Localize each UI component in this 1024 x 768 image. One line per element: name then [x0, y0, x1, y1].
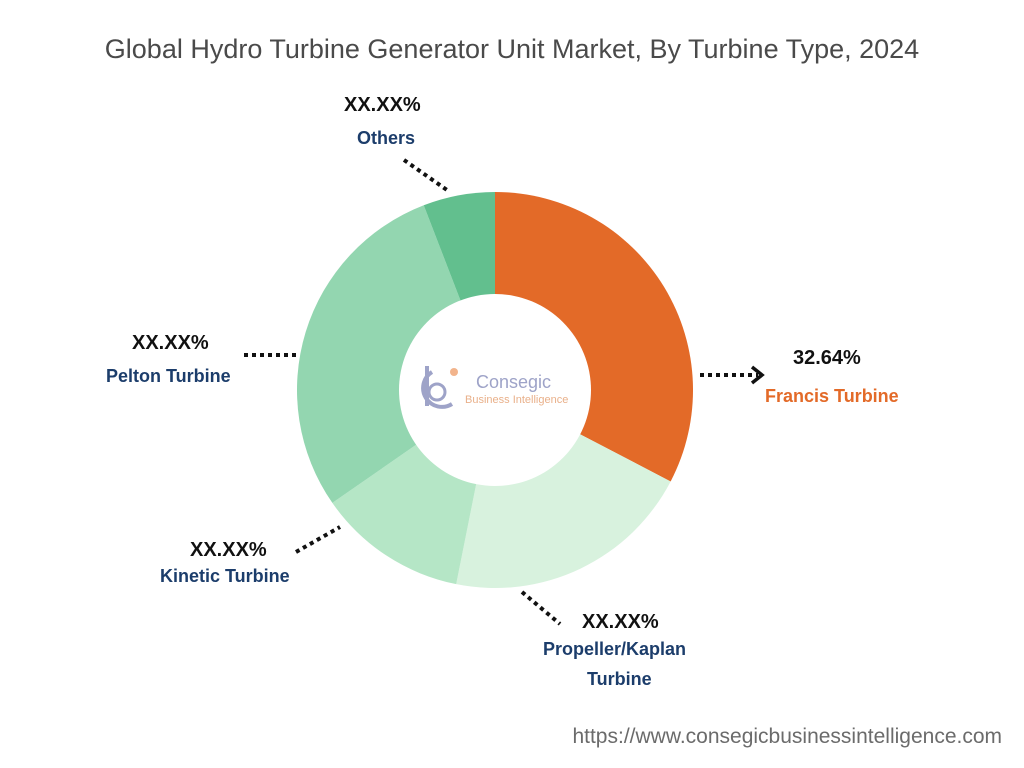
others-name-label: Others — [357, 128, 416, 148]
slice-pelton — [297, 205, 495, 503]
source-url: https://www.consegicbusinessintelligence… — [572, 725, 1002, 748]
others-percent-label: XX.XX% — [344, 94, 421, 116]
kinetic-name-label: Kinetic Turbine — [160, 566, 290, 586]
leader-line-kinetic — [295, 525, 341, 554]
francis-name-label: Francis Turbine — [765, 386, 899, 406]
leader-line-propeller — [520, 590, 562, 626]
kinetic-percent-label: XX.XX% — [190, 539, 267, 561]
logo-name: Consegic — [476, 372, 552, 392]
pelton-name-label: Pelton Turbine — [106, 366, 231, 386]
arrowhead-francis — [750, 365, 765, 385]
propeller-name-label-line1: Propeller/Kaplan — [543, 639, 687, 659]
leader-line-others — [402, 158, 449, 192]
donut-hole — [399, 294, 591, 486]
propeller-percent-label: XX.XX% — [582, 611, 659, 633]
propeller-name-label-line2: Turbine — [587, 669, 652, 689]
logo-tagline: Business Intelligence — [465, 394, 569, 406]
chart-title: Global Hydro Turbine Generator Unit Mark… — [104, 34, 920, 64]
pelton-percent-label: XX.XX% — [132, 332, 209, 354]
francis-percent-label: 32.64% — [793, 347, 861, 369]
consegic-logo-icon — [421, 366, 458, 409]
